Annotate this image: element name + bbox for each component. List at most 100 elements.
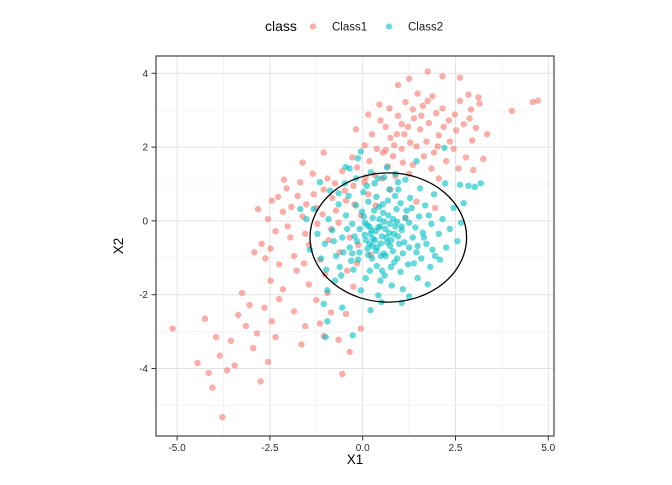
data-point <box>342 197 350 204</box>
data-point <box>335 336 342 343</box>
data-point <box>384 239 391 246</box>
data-point <box>350 182 357 189</box>
data-point <box>454 238 461 245</box>
data-point <box>369 242 376 250</box>
data-point <box>469 137 476 144</box>
data-point <box>434 143 441 150</box>
data-point <box>425 212 432 219</box>
data-point <box>262 255 269 262</box>
data-point <box>253 330 261 337</box>
data-point <box>382 146 389 154</box>
data-point <box>349 332 356 339</box>
data-point <box>435 230 442 237</box>
data-point <box>443 157 450 165</box>
data-point <box>427 263 434 271</box>
data-point <box>279 208 287 215</box>
data-point <box>441 180 449 187</box>
data-point <box>389 153 397 160</box>
data-point <box>205 369 212 377</box>
data-point <box>465 182 472 189</box>
data-point <box>212 333 220 341</box>
data-point <box>254 205 262 213</box>
data-point <box>381 174 388 181</box>
data-point <box>302 230 309 237</box>
data-point <box>405 219 413 226</box>
data-point <box>529 98 536 106</box>
data-point <box>419 102 426 110</box>
legend-key-class2-dot <box>385 23 393 30</box>
data-point <box>424 68 431 75</box>
data-point <box>398 121 405 128</box>
data-point <box>407 139 414 146</box>
data-point <box>385 212 392 219</box>
data-point <box>376 223 384 230</box>
data-point <box>361 219 369 226</box>
confidence-ellipse-layer <box>309 172 468 303</box>
data-point <box>368 131 376 138</box>
data-point <box>194 359 201 367</box>
data-point <box>375 292 382 299</box>
series-class2-points <box>297 144 484 341</box>
data-point <box>357 148 364 155</box>
data-point <box>264 358 272 366</box>
data-point <box>300 260 308 267</box>
data-point <box>439 105 446 112</box>
data-point <box>391 192 399 199</box>
data-point <box>381 272 388 279</box>
data-point <box>405 75 413 83</box>
data-point <box>342 310 350 318</box>
data-point <box>350 283 357 290</box>
data-point <box>404 261 412 268</box>
data-point <box>361 142 368 149</box>
data-point <box>367 307 374 314</box>
data-point <box>423 138 430 145</box>
data-point <box>386 105 393 112</box>
data-point <box>251 249 258 256</box>
data-point <box>216 352 223 359</box>
data-point <box>235 311 242 319</box>
data-point <box>430 149 438 156</box>
data-point <box>268 197 275 204</box>
data-point <box>410 260 418 267</box>
data-point <box>441 144 448 151</box>
data-point <box>169 325 176 332</box>
data-point <box>471 183 478 191</box>
data-point <box>283 185 290 192</box>
data-point <box>376 101 383 108</box>
data-point <box>412 224 419 231</box>
data-point <box>242 322 249 330</box>
data-point <box>393 218 401 225</box>
data-point <box>424 97 431 105</box>
data-point <box>339 370 346 378</box>
data-point <box>399 250 406 257</box>
data-point <box>403 207 410 214</box>
data-point <box>397 268 404 275</box>
data-point <box>398 145 405 153</box>
data-point <box>410 115 418 122</box>
data-point <box>314 220 321 228</box>
data-point <box>284 223 291 230</box>
data-point <box>392 223 399 230</box>
data-point <box>373 145 380 153</box>
data-point <box>376 215 383 223</box>
data-point <box>362 236 370 244</box>
data-point <box>373 262 380 270</box>
data-point <box>329 194 336 202</box>
y-tick-label: 4 <box>142 69 148 80</box>
data-point <box>393 131 401 138</box>
data-point <box>393 205 400 213</box>
data-point <box>402 98 409 106</box>
data-point <box>302 322 309 330</box>
data-point <box>276 261 283 268</box>
data-point <box>360 213 367 220</box>
data-point <box>453 127 460 134</box>
data-point <box>445 117 452 124</box>
data-point <box>390 230 398 237</box>
data-point <box>508 107 516 115</box>
data-point <box>374 175 382 182</box>
data-point <box>353 164 361 171</box>
data-point <box>320 149 327 156</box>
data-point <box>290 308 298 315</box>
data-point <box>534 97 542 104</box>
legend-label-class1: Class1 <box>332 22 367 34</box>
